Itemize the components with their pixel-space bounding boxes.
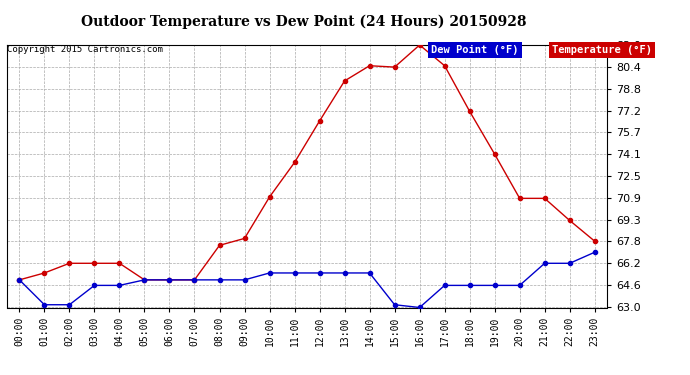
Text: Dew Point (°F): Dew Point (°F) [431, 45, 519, 55]
Text: Copyright 2015 Cartronics.com: Copyright 2015 Cartronics.com [7, 45, 163, 54]
Text: Outdoor Temperature vs Dew Point (24 Hours) 20150928: Outdoor Temperature vs Dew Point (24 Hou… [81, 15, 526, 29]
Text: Temperature (°F): Temperature (°F) [552, 45, 652, 55]
